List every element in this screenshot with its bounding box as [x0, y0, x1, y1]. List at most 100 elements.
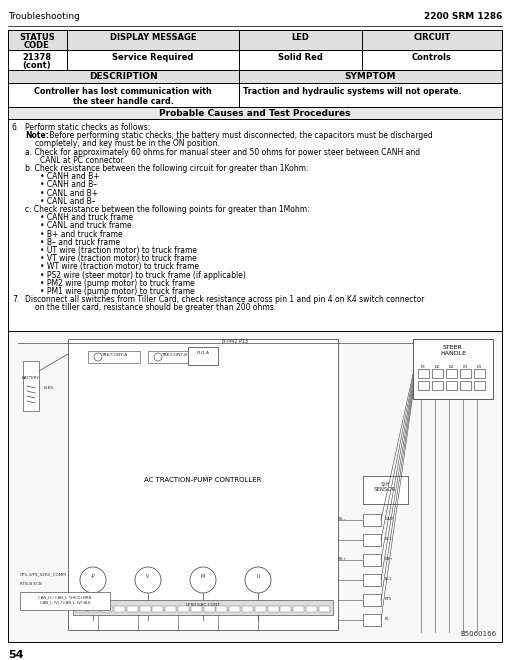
Bar	[23, 361, 39, 411]
Text: CODE: CODE	[24, 41, 50, 50]
Text: 54: 54	[8, 650, 23, 660]
Bar	[88, 606, 99, 612]
Bar	[229, 606, 240, 612]
Text: Controls: Controls	[411, 53, 451, 62]
Text: Perform static checks as follows:: Perform static checks as follows:	[25, 123, 150, 132]
Text: B-PM2 P13: B-PM2 P13	[221, 339, 247, 344]
Bar	[114, 606, 125, 612]
Text: S/H
SENSOR: S/H SENSOR	[373, 481, 395, 492]
Text: -P: -P	[91, 574, 95, 579]
Bar	[204, 606, 215, 612]
Bar	[127, 606, 138, 612]
Text: c. Check resistance between the following points for greater than 1Mohm:: c. Check resistance between the followin…	[25, 205, 309, 214]
Text: completely, and key must be in the ON position.: completely, and key must be in the ON po…	[35, 139, 219, 148]
Text: DESCRIPTION: DESCRIPTION	[89, 72, 157, 81]
Text: Disconnect all switches from Tiller Card, check resistance across pin 1 and pin : Disconnect all switches from Tiller Card…	[25, 295, 423, 304]
Bar	[88, 351, 140, 363]
Bar	[73, 600, 332, 615]
Text: TRK/CONT-B: TRK/CONT-B	[160, 353, 187, 357]
Text: KL1: KL1	[384, 537, 391, 541]
Text: 2200 SRM 1286: 2200 SRM 1286	[423, 12, 501, 21]
Bar	[362, 594, 380, 606]
Text: Traction and hydraulic systems will not operate.: Traction and hydraulic systems will not …	[242, 87, 461, 96]
Text: K3: K3	[475, 365, 480, 369]
Bar	[445, 381, 456, 390]
Text: • PM1 wire (pump motor) to truck frame: • PM1 wire (pump motor) to truck frame	[40, 287, 194, 296]
Text: TRK/CONT-A: TRK/CONT-A	[101, 353, 127, 357]
Text: CAN: CAN	[384, 517, 393, 521]
Text: CIRCUIT: CIRCUIT	[412, 33, 450, 42]
Bar	[152, 606, 163, 612]
Bar	[417, 381, 428, 390]
Bar	[362, 476, 407, 504]
Text: CPS-3/PS_SERV_COMM: CPS-3/PS_SERV_COMM	[20, 572, 67, 576]
Text: CPS03/AC.CONT: CPS03/AC.CONT	[185, 603, 220, 607]
Text: Solid Red: Solid Red	[277, 53, 322, 62]
Bar	[305, 606, 317, 612]
Text: a. Check for approximately 60 ohms for manual steer and 50 ohms for power steer : a. Check for approximately 60 ohms for m…	[25, 148, 419, 156]
Bar	[191, 606, 202, 612]
Text: • PS2 wire (steer motor) to truck frame (if applicable): • PS2 wire (steer motor) to truck frame …	[40, 271, 245, 280]
Bar	[431, 381, 442, 390]
Text: Controller has lost communication with
the steer handle card.: Controller has lost communication with t…	[34, 87, 211, 106]
Circle shape	[80, 567, 106, 593]
Text: SYMPTOM: SYMPTOM	[344, 72, 395, 81]
Bar	[445, 369, 456, 378]
Text: b. Check resistance between the following circuit for greater than 1Kohm:: b. Check resistance between the followin…	[25, 164, 308, 173]
Text: STEER
HANDLE: STEER HANDLE	[439, 345, 465, 356]
Text: 7.: 7.	[12, 295, 19, 304]
Text: • UT wire (traction motor) to truck frame: • UT wire (traction motor) to truck fram…	[40, 246, 196, 255]
Bar	[417, 369, 428, 378]
Bar	[188, 347, 217, 365]
Bar	[101, 606, 112, 612]
Text: Before performing static checks, the battery must disconnected, the capacitors m: Before performing static checks, the bat…	[47, 131, 432, 140]
Bar	[76, 606, 87, 612]
Circle shape	[190, 567, 216, 593]
Text: B5060166: B5060166	[460, 631, 496, 637]
Text: LED: LED	[291, 33, 308, 42]
Text: CANL at PC connector.: CANL at PC connector.	[40, 156, 125, 165]
Circle shape	[94, 353, 102, 361]
Text: K2: K2	[434, 365, 439, 369]
Text: V: V	[146, 574, 150, 579]
Text: • CANL and B–: • CANL and B–	[40, 197, 96, 206]
Text: B5--: B5--	[337, 517, 346, 521]
Bar	[267, 606, 278, 612]
Text: • PM2 wire (pump motor) to truck frame: • PM2 wire (pump motor) to truck frame	[40, 279, 194, 288]
Bar	[459, 381, 470, 390]
Text: • CANH and truck frame: • CANH and truck frame	[40, 213, 133, 222]
Bar	[165, 606, 176, 612]
Text: B5+: B5+	[337, 557, 346, 561]
Text: KT5: KT5	[384, 597, 391, 601]
Text: KL1: KL1	[384, 577, 391, 581]
Bar	[8, 70, 501, 83]
Text: B4+: B4+	[384, 557, 393, 561]
Text: PL: PL	[384, 617, 389, 621]
Bar	[279, 606, 291, 612]
Text: U: U	[256, 574, 259, 579]
Bar	[68, 339, 337, 630]
Text: • B+ and truck frame: • B+ and truck frame	[40, 230, 122, 239]
Bar	[8, 119, 501, 331]
Text: • CANL and truck frame: • CANL and truck frame	[40, 221, 131, 230]
Text: STATUS: STATUS	[19, 33, 55, 42]
Bar	[178, 606, 189, 612]
Bar	[8, 107, 501, 119]
Bar	[242, 606, 252, 612]
Bar	[8, 331, 501, 642]
Bar	[254, 606, 266, 612]
Text: • VT wire (traction motor) to truck frame: • VT wire (traction motor) to truck fram…	[40, 254, 196, 263]
Text: • CANH and B–: • CANH and B–	[40, 180, 97, 189]
Text: on the tiller card, resistance should be greater than 200 ohms.: on the tiller card, resistance should be…	[35, 304, 275, 312]
Bar	[216, 606, 227, 612]
Bar	[293, 606, 303, 612]
Circle shape	[154, 353, 162, 361]
Text: (cont): (cont)	[22, 61, 51, 70]
Bar	[20, 592, 110, 610]
Text: • CANL and B+: • CANL and B+	[40, 189, 98, 197]
Bar	[473, 381, 484, 390]
Text: K2: K2	[447, 365, 453, 369]
Circle shape	[244, 567, 270, 593]
Text: Service Required: Service Required	[112, 53, 193, 62]
Text: K3: K3	[462, 365, 467, 369]
